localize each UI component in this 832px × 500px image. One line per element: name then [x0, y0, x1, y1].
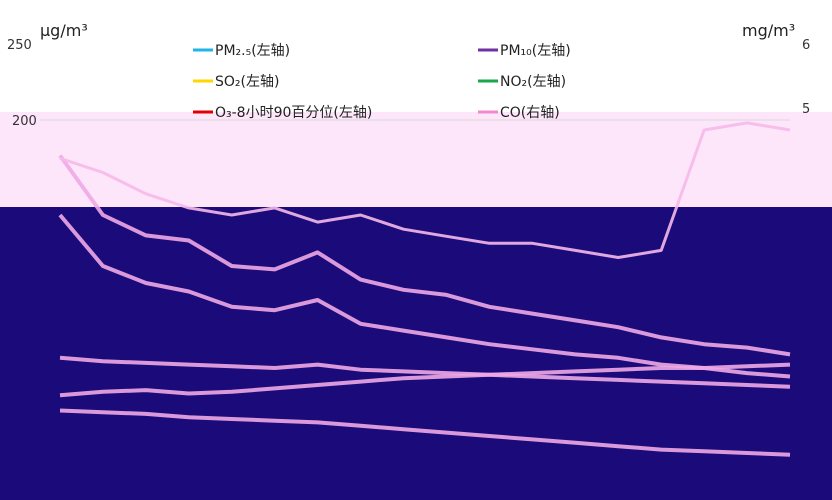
legend-label: PM₁₀(左轴) [500, 43, 571, 59]
legend: PM₂.₅(左轴) PM₁₀(左轴) SO₂(左轴) NO₂(左轴) O₃-8小时90百… [193, 43, 571, 121]
left-axis-unit: μg/m³ [40, 21, 88, 40]
legend-item: O₃-8小时90百分位(左轴) [193, 105, 372, 121]
right-tick-label: 5 [802, 102, 810, 117]
left-tick-label: 250 [7, 38, 32, 53]
legend-item: SO₂(左轴) [193, 74, 279, 90]
series-line [59, 408, 791, 457]
left-tick-label: 200 [12, 114, 37, 129]
series-line [58, 154, 791, 357]
legend-label: PM₂.₅(左轴) [215, 43, 290, 59]
right-axis-unit: mg/m³ [742, 21, 795, 40]
legend-item: NO₂(左轴) [478, 74, 566, 90]
legend-label: O₃-8小时90百分位(左轴) [215, 105, 372, 121]
series-line [59, 121, 791, 259]
legend-item: CO(右轴) [478, 105, 560, 121]
right-tick-label: 6 [802, 38, 810, 53]
legend-label: NO₂(左轴) [500, 74, 566, 90]
series-line [59, 355, 791, 389]
series-line [58, 213, 791, 379]
legend-item: PM₁₀(左轴) [478, 43, 571, 59]
legend-label: CO(右轴) [500, 105, 560, 121]
legend-label: SO₂(左轴) [215, 74, 279, 90]
legend-item: PM₂.₅(左轴) [193, 43, 290, 59]
corrupted-band [0, 112, 832, 207]
plot-top-area [0, 0, 832, 112]
series-line [59, 362, 791, 398]
series-layer [58, 121, 791, 457]
